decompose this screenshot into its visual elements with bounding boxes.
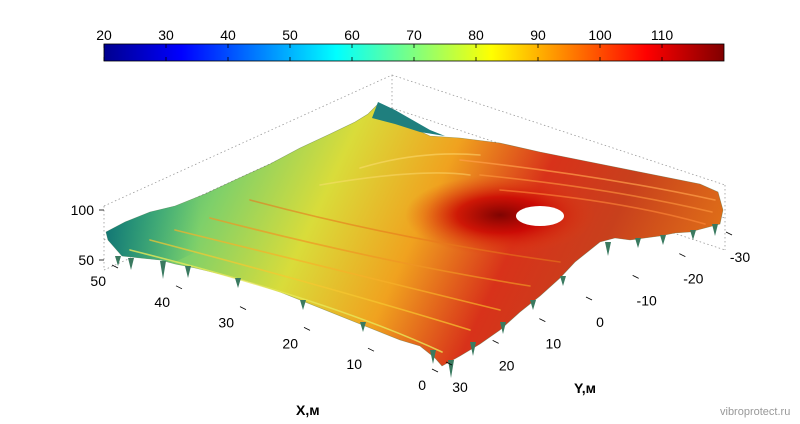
hole: [516, 206, 564, 226]
colorbar-tick-label: 100: [588, 27, 612, 43]
y-tick-mark: [585, 296, 593, 301]
surface-back-fin: [372, 102, 445, 136]
colorbar-tick-label: 90: [530, 27, 546, 43]
x-tick-label: 10: [346, 356, 362, 372]
y-axis-ticks: 30 20 10 0 -10 -20 -30: [445, 231, 750, 395]
x-tick-mark: [431, 368, 439, 373]
z-tick-label: 50: [78, 252, 94, 268]
colorbar: 20 30 40 50 60 70 80 90 100 110: [96, 27, 725, 62]
y-tick-mark: [445, 361, 453, 366]
x-tick-label: 30: [218, 315, 234, 331]
y-axis-label: Y,м: [574, 380, 596, 396]
surface-teal-edge: [106, 198, 200, 262]
x-tick-label: 20: [282, 335, 298, 351]
x-tick-mark: [111, 264, 119, 269]
y-tick-label: 10: [546, 336, 562, 352]
watermark: vibroprotect.ru: [720, 406, 790, 418]
colorbar-tick-label: 50: [282, 27, 298, 43]
y-tick-label: 20: [499, 357, 515, 373]
y-tick-mark: [492, 339, 499, 344]
colorbar-tick-label: 30: [158, 27, 174, 43]
colorbar-tick-label: 80: [468, 27, 484, 43]
z-tick-label: 100: [71, 202, 95, 218]
x-tick-label: 40: [154, 294, 170, 310]
colorbar-tick-label: 60: [344, 27, 360, 43]
colorbar-tick-label: 110: [651, 27, 674, 43]
surface-plot: [105, 102, 724, 378]
x-tick-mark: [239, 306, 247, 310]
colorbar-ticks: 20 30 40 50 60 70 80 90 100 110: [96, 27, 673, 61]
x-tick-label: 0: [418, 377, 426, 393]
y-tick-mark: [725, 231, 733, 236]
peak-region: [405, 175, 595, 255]
y-tick-label: -20: [683, 271, 703, 287]
y-tick-label: 0: [596, 314, 604, 330]
y-tick-mark: [679, 253, 686, 258]
y-tick-mark: [539, 318, 546, 323]
z-axis-ticks: 50 100: [71, 202, 104, 268]
surface-ridges: [129, 153, 716, 353]
x-tick-mark: [367, 347, 375, 352]
y-tick-label: 30: [452, 379, 468, 395]
y-tick-label: -10: [637, 292, 657, 308]
colorbar-tick-label: 70: [406, 27, 422, 43]
x-axis-label: X,м: [296, 402, 320, 418]
surface-spikes: [115, 224, 718, 378]
y-tick-label: -30: [730, 249, 750, 265]
colorbar-tick-label: 20: [96, 27, 112, 43]
surface-body: [105, 103, 724, 367]
colorbar-tick-label: 40: [220, 27, 236, 43]
y-tick-mark: [632, 274, 639, 279]
x-axis-ticks: 0 10 20 30 40 50: [90, 264, 439, 393]
x-tick-label: 50: [90, 273, 106, 289]
x-tick-mark: [303, 327, 311, 331]
x-tick-mark: [175, 285, 183, 290]
